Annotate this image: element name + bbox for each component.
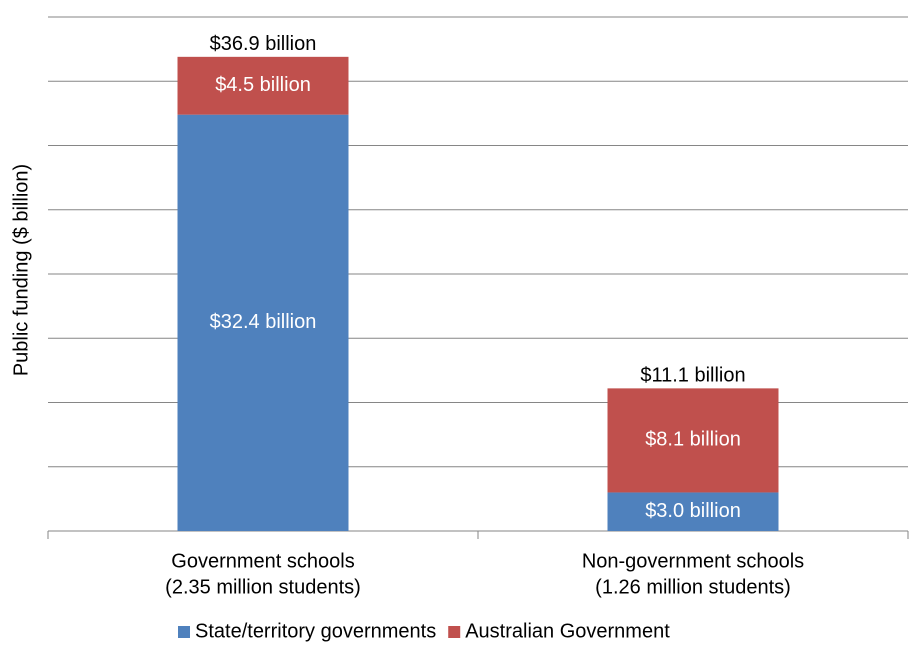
value-label: $4.5 billion <box>215 74 311 96</box>
value-label: $3.0 billion <box>645 500 741 522</box>
bar-segment <box>607 492 779 531</box>
x-tick-label: (2.35 million students) <box>165 576 361 598</box>
x-tick-label: Government schools <box>171 550 354 572</box>
legend-label: Australian Government <box>465 620 670 642</box>
bar-segment <box>177 56 349 115</box>
bar-segment <box>177 114 349 531</box>
legend-label: State/territory governments <box>195 620 436 642</box>
total-label: $11.1 billion <box>640 365 745 387</box>
total-label: $36.9 billion <box>210 33 317 55</box>
x-tick-label: Non-government schools <box>582 550 804 572</box>
x-tick-label: (1.26 million students) <box>595 576 791 598</box>
value-label: $8.1 billion <box>645 429 741 451</box>
y-axis-label: Public funding ($ billion) <box>10 164 32 376</box>
legend-swatch <box>178 626 190 638</box>
bar-segment <box>607 388 779 493</box>
legend-swatch <box>448 626 461 638</box>
value-label: $32.4 billion <box>210 311 317 333</box>
